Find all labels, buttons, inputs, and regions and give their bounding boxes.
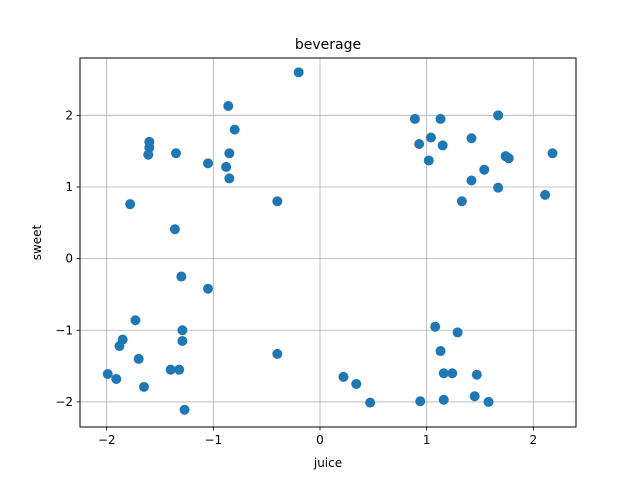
scatter-point (133, 353, 144, 364)
scatter-point (435, 346, 446, 357)
scatter-point (437, 140, 448, 151)
scatter-point (414, 138, 425, 149)
scatter-point (438, 394, 449, 405)
y-axis-label: sweet (30, 224, 44, 260)
scatter-point (272, 196, 283, 207)
scatter-point (425, 132, 436, 143)
scatter-point (203, 283, 213, 294)
axis-ticks: −2 −1 0 1 2 −2 −1 0 1 2 (55, 108, 537, 447)
scatter-point (351, 379, 362, 390)
scatter-point (456, 196, 467, 207)
scatter-point (438, 368, 449, 379)
scatter-point (171, 148, 181, 159)
scatter-point (493, 110, 504, 121)
x-axis-label: juice (313, 456, 342, 470)
scatter-point (223, 101, 234, 112)
scatter-point (176, 271, 187, 282)
scatter-point (452, 327, 463, 338)
scatter-point (174, 364, 185, 375)
x-tick-label: 1 (423, 433, 431, 447)
y-tick-label: 0 (65, 252, 73, 266)
scatter-point (179, 404, 190, 415)
scatter-point (466, 133, 477, 144)
scatter-point (540, 189, 551, 200)
scatter-point (293, 67, 304, 78)
y-tick-label: 1 (65, 180, 73, 194)
x-tick-label: −2 (98, 433, 116, 447)
x-tick-label: −1 (204, 433, 222, 447)
scatter-point (435, 113, 446, 124)
scatter-point (447, 368, 458, 379)
scatter-point (423, 155, 434, 166)
scatter-point (365, 397, 376, 408)
scatter-point (547, 148, 558, 159)
scatter-point (469, 391, 480, 402)
scatter-point (272, 348, 283, 359)
scatter-point (224, 148, 235, 159)
scatter-point (503, 153, 514, 164)
scatter-point (139, 381, 149, 392)
scatter-point (471, 369, 482, 380)
scatter-point (130, 315, 141, 326)
scatter-point (143, 149, 154, 160)
scatter-point (111, 373, 122, 384)
scatter-point (102, 368, 113, 379)
scatter-point (203, 158, 213, 169)
scatter-point (415, 396, 426, 407)
y-tick-label: −1 (55, 323, 73, 337)
scatter-point (229, 124, 240, 135)
scatter-point (493, 182, 504, 193)
scatter-point (221, 161, 232, 172)
scatter-point (466, 175, 477, 186)
scatter-point (479, 164, 490, 175)
y-tick-label: −2 (55, 395, 73, 409)
scatter-point (125, 199, 136, 210)
scatter-point (430, 321, 441, 332)
x-tick-label: 2 (530, 433, 538, 447)
scatter-point (338, 371, 349, 382)
chart-title: beverage (295, 37, 361, 53)
data-points (102, 67, 558, 415)
scatter-point (483, 396, 494, 407)
plot-area-frame (79, 57, 577, 428)
scatter-point (177, 325, 188, 336)
scatter-point (165, 364, 176, 375)
scatter-point (224, 173, 235, 184)
y-tick-label: 2 (65, 108, 73, 122)
scatter-point (169, 224, 180, 235)
scatter-point (177, 336, 188, 347)
x-tick-label: 0 (316, 433, 324, 447)
scatter-point (409, 113, 420, 124)
scatter-point (114, 341, 125, 352)
